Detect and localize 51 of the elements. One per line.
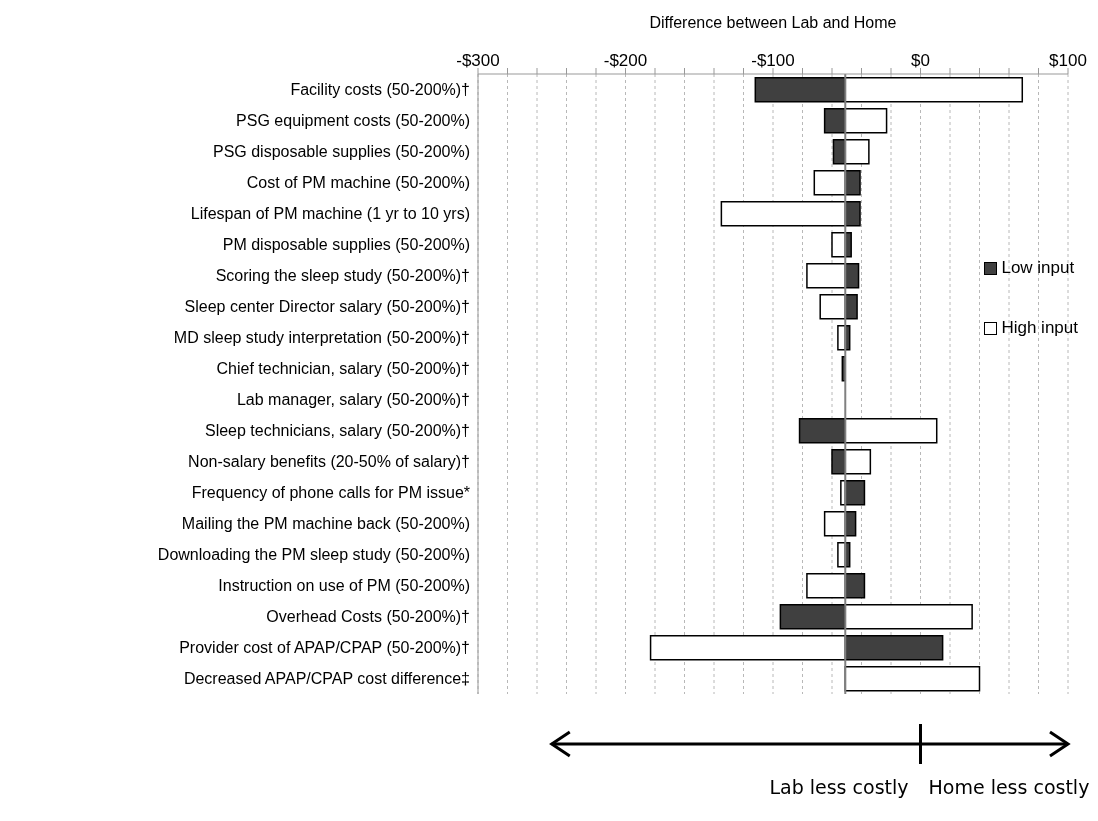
bar <box>844 138 870 165</box>
y-tick-label: Scoring the sleep study (50-200%)† <box>215 267 470 285</box>
x-tick-label: $0 <box>911 51 930 70</box>
y-tick-label: Cost of PM machine (50-200%) <box>246 174 470 192</box>
y-tick-label: MD sleep study interpretation (50-200%)† <box>173 329 470 347</box>
x-tick-label: -$300 <box>456 51 500 70</box>
y-tick-label: Lab manager, salary (50-200%)† <box>236 391 470 409</box>
bar <box>844 603 973 630</box>
y-tick-label: Non-salary benefits (20-50% of salary)† <box>188 453 470 471</box>
legend-label: Low input <box>1001 258 1075 278</box>
y-tick-label: Facility costs (50-200%)† <box>290 81 470 99</box>
bar <box>779 603 847 630</box>
bar <box>844 665 981 692</box>
y-tick-label: Overhead Costs (50-200%)† <box>266 608 470 626</box>
bar <box>806 262 847 289</box>
y-tick-label: Lifespan of PM machine (1 yr to 10 yrs) <box>190 205 470 223</box>
text: Lab less costly <box>769 776 909 798</box>
bar <box>806 572 847 599</box>
bar <box>754 76 847 103</box>
y-tick-label: Mailing the PM machine back (50-200%) <box>181 515 470 533</box>
y-tick-label: Decreased APAP/CPAP cost difference‡ <box>183 670 470 688</box>
y-tick-label: Sleep technicians, salary (50-200%)† <box>204 422 470 440</box>
y-tick-label: Chief technician, salary (50-200%)† <box>216 360 470 378</box>
y-tick-label: PSG equipment costs (50-200%) <box>236 112 470 130</box>
x-tick-label: -$200 <box>603 51 648 70</box>
bar <box>844 479 866 506</box>
bar <box>844 448 872 475</box>
bar <box>798 417 847 444</box>
text: Home less costly <box>928 776 1090 798</box>
x-tick-label: -$100 <box>751 51 795 70</box>
y-tick-label: Instruction on use of PM (50-200%) <box>218 577 470 595</box>
bar <box>844 572 866 599</box>
y-tick-label: Downloading the PM sleep study (50-200%) <box>157 546 470 564</box>
bar <box>720 200 847 227</box>
y-tick-label: PSG disposable supplies (50-200%) <box>212 143 470 161</box>
bar <box>844 169 861 196</box>
y-tick-label: PM disposable supplies (50-200%) <box>222 236 470 254</box>
bar <box>819 293 847 320</box>
bar <box>649 634 847 661</box>
y-tick-label: Sleep center Director salary (50-200%)† <box>184 298 470 316</box>
x-tick-label: $100 <box>1049 51 1087 70</box>
x-axis-title: Difference between Lab and Home <box>648 13 898 33</box>
bar <box>844 107 888 134</box>
y-tick-label: Frequency of phone calls for PM issue* <box>191 484 470 502</box>
legend-label: High input <box>1001 318 1078 338</box>
bar <box>844 417 938 444</box>
bar <box>844 634 944 661</box>
y-tick-label: Provider cost of APAP/CPAP (50-200%)† <box>179 639 470 657</box>
bar <box>844 200 861 227</box>
bar <box>844 76 1024 103</box>
bar <box>813 169 847 196</box>
